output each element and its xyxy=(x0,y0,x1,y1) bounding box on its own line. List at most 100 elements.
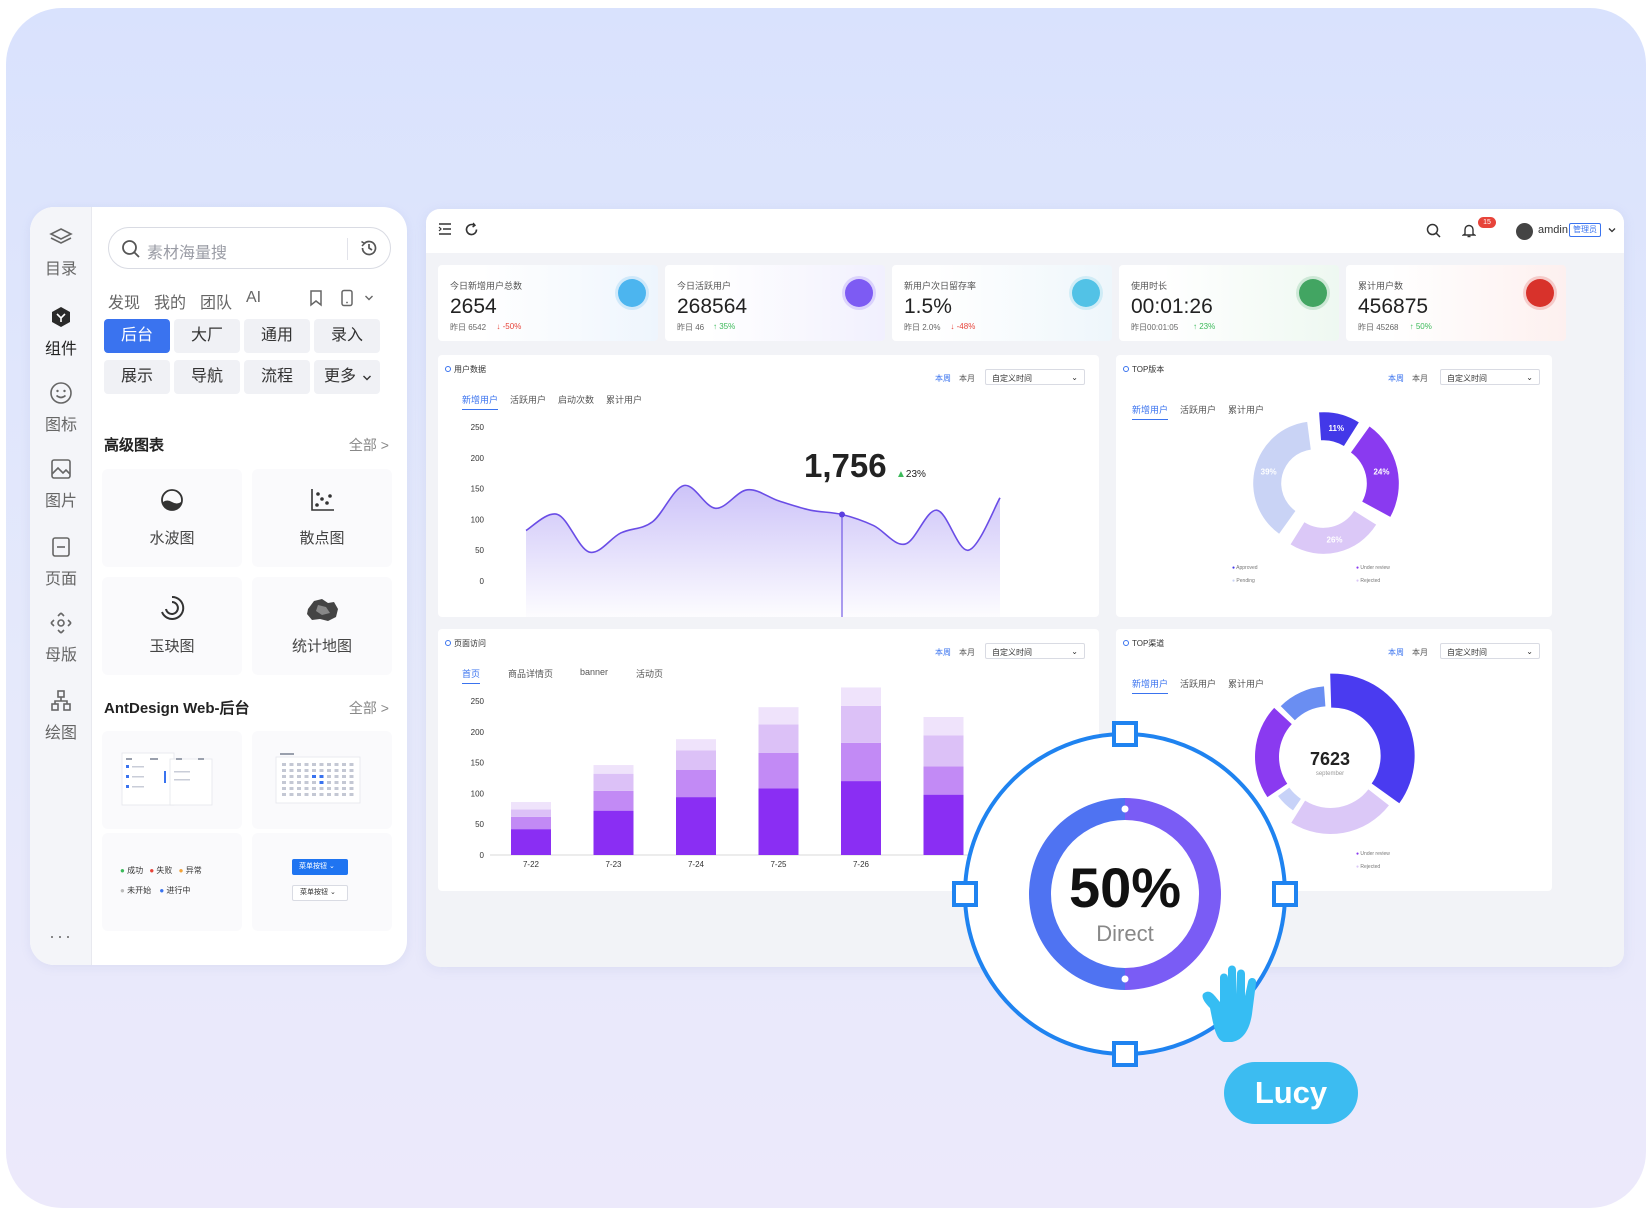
highlight-change: ▲23% xyxy=(896,469,926,480)
legend-dot: ● xyxy=(1232,578,1236,584)
calendar-day xyxy=(289,775,294,778)
period-this-month[interactable]: 本月 xyxy=(1412,648,1428,657)
template-thumbnail-calendar[interactable] xyxy=(252,731,392,829)
donut-chart-version: 11% 24% 26% 39% xyxy=(1253,412,1399,554)
panel-title: TOP版本 xyxy=(1123,364,1164,375)
device-icon[interactable] xyxy=(340,289,354,307)
template-thumbnail-status[interactable]: ● 成功 ● 失败 ● 异常 ● 未开始 ● 进行中 xyxy=(102,833,242,931)
scatter-icon xyxy=(311,489,334,511)
tab-banner[interactable]: banner xyxy=(580,667,609,677)
period-this-month[interactable]: 本月 xyxy=(959,374,975,383)
card-icon xyxy=(1072,279,1100,307)
stat-change-value: 23% xyxy=(1199,322,1216,331)
status-legend-row-2: ● 未开始 ● 进行中 xyxy=(120,885,190,896)
tab-active-users[interactable]: 活跃用户 xyxy=(1180,405,1217,415)
bell-icon[interactable] xyxy=(1462,223,1476,238)
legend-dot: ● xyxy=(1356,864,1360,870)
layers-icon xyxy=(49,228,73,244)
calendar-day xyxy=(297,793,301,796)
rail-item-icons[interactable]: 图标 xyxy=(30,381,92,435)
status-dot-warn: ● xyxy=(178,866,184,875)
donut-slice xyxy=(1125,798,1221,990)
tab-discover[interactable]: 发现 xyxy=(108,295,141,312)
period-this-week[interactable]: 本周 xyxy=(935,648,951,657)
date-range-select[interactable]: 自定义时间 ⌄ xyxy=(985,643,1085,659)
period-this-week[interactable]: 本周 xyxy=(1388,374,1404,383)
tab-new-users[interactable]: 新增用户 xyxy=(1132,677,1169,694)
search-icon[interactable] xyxy=(1426,223,1441,238)
status-dot-idle: ● xyxy=(120,886,125,895)
tag-display[interactable]: 展示 xyxy=(104,360,170,394)
selected-donut-overlay[interactable]: 50% Direct xyxy=(945,717,1305,1077)
bar-segment xyxy=(676,739,716,751)
tab-launch-count[interactable]: 启动次数 xyxy=(558,395,595,405)
see-all-link[interactable]: 全部 > xyxy=(348,700,389,716)
username[interactable]: amdin xyxy=(1538,224,1568,236)
tag-backend[interactable]: 后台 xyxy=(104,319,170,353)
avatar[interactable] xyxy=(1516,223,1533,240)
rail-item-images[interactable]: 图片 xyxy=(30,457,92,511)
tab-ai[interactable]: AI xyxy=(246,289,262,306)
date-range-select[interactable]: 自定义时间 ⌄ xyxy=(1440,369,1540,385)
component-card-stat-map[interactable]: 统计地图 xyxy=(252,577,392,675)
template-thumbnail-table[interactable] xyxy=(102,731,242,829)
tag-general[interactable]: 通用 xyxy=(244,319,310,353)
see-all-link[interactable]: 全部 > xyxy=(348,437,389,453)
admin-dashboard: 15 amdin 管理员 今日新增用户总数 2654 昨日 6542 ↓ -50% 今日… xyxy=(426,209,1624,967)
tab-active-users[interactable]: 活跃用户 xyxy=(510,395,547,405)
date-range-select[interactable]: 自定义时间 ⌄ xyxy=(985,369,1085,385)
calendar-day xyxy=(327,769,331,772)
component-card-scatter[interactable]: 散点图 xyxy=(252,469,392,567)
tag-more[interactable]: 更多 xyxy=(314,360,380,394)
tab-new-users[interactable]: 新增用户 xyxy=(1132,403,1169,420)
tab-active-users[interactable]: 活跃用户 xyxy=(1180,679,1217,689)
donut-slice xyxy=(1255,707,1292,798)
resize-handle xyxy=(1112,1041,1138,1067)
search-input[interactable]: 素材海量搜 xyxy=(108,227,391,269)
stat-change-value: -48% xyxy=(956,322,976,331)
calendar-day xyxy=(349,781,354,784)
y-tick-label: 0 xyxy=(480,577,485,586)
history-icon[interactable] xyxy=(359,238,379,258)
component-card-radial-bar[interactable]: 玉玦图 xyxy=(102,577,242,675)
legend-label: Rejected xyxy=(1360,578,1381,584)
tag-navigation[interactable]: 导航 xyxy=(174,360,240,394)
rail-item-pages[interactable]: 页面 xyxy=(30,535,92,589)
stat-change-value: -50% xyxy=(502,322,522,331)
tab-campaign[interactable]: 活动页 xyxy=(636,669,664,679)
rail-item-components[interactable]: 组件 xyxy=(30,305,92,359)
tag-input[interactable]: 录入 xyxy=(314,319,380,353)
tab-total-users[interactable]: 累计用户 xyxy=(1228,405,1265,415)
slice-handle xyxy=(1121,805,1129,813)
tab-product-detail[interactable]: 商品详情页 xyxy=(508,669,554,679)
refresh-icon[interactable] xyxy=(464,222,479,237)
tab-total-users[interactable]: 累计用户 xyxy=(1228,679,1265,689)
rail-item-catalog[interactable]: 目录 xyxy=(30,227,92,279)
period-this-month[interactable]: 本月 xyxy=(959,648,975,657)
tab-mine[interactable]: 我的 xyxy=(154,295,187,312)
date-range-select[interactable]: 自定义时间 ⌄ xyxy=(1440,643,1540,659)
template-thumbnail-menu-button[interactable]: 菜单按钮 ⌄ 菜单按钮 ⌄ xyxy=(252,833,392,931)
tag-bigtech[interactable]: 大厂 xyxy=(174,319,240,353)
chevron-down-icon[interactable] xyxy=(364,293,374,303)
bookmark-icon[interactable] xyxy=(309,289,323,307)
tab-new-users[interactable]: 新增用户 xyxy=(462,393,499,410)
period-this-week[interactable]: 本周 xyxy=(1388,648,1404,657)
donut-center-value: 7623 xyxy=(1309,749,1351,769)
tab-team[interactable]: 团队 xyxy=(200,295,233,312)
rail-item-drawing[interactable]: 绘图 xyxy=(30,689,92,743)
plugin-tabs: 发现 我的 团队 AI xyxy=(108,289,393,313)
calendar-day xyxy=(289,787,294,790)
chevron-down-icon[interactable] xyxy=(1608,226,1616,234)
rail-item-master[interactable]: 母版 xyxy=(30,611,92,665)
menu-fold-icon[interactable] xyxy=(438,222,452,236)
chevron-down-icon: ⌄ xyxy=(1526,373,1533,382)
period-this-month[interactable]: 本月 xyxy=(1412,374,1428,383)
component-card-liquid[interactable]: 水波图 xyxy=(102,469,242,567)
tag-process[interactable]: 流程 xyxy=(244,360,310,394)
tab-total-users[interactable]: 累计用户 xyxy=(606,395,643,405)
more-icon[interactable]: ··· xyxy=(49,926,73,946)
tab-home[interactable]: 首页 xyxy=(462,667,481,684)
period-this-week[interactable]: 本周 xyxy=(935,374,951,383)
highlight-value: 1,756 xyxy=(804,447,887,484)
